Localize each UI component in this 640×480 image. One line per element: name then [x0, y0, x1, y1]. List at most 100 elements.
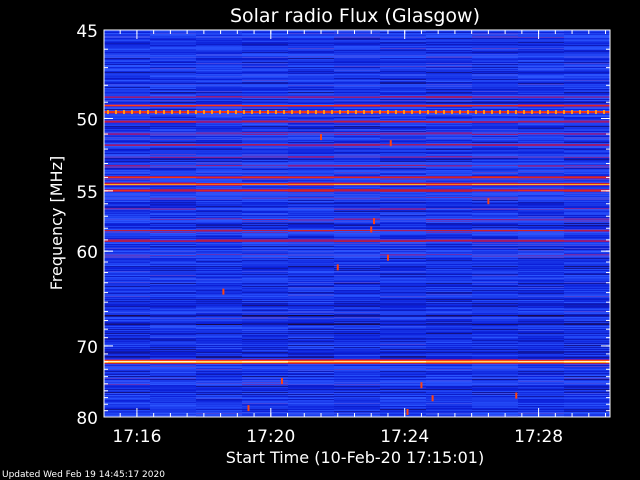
spectrogram-cell	[196, 155, 242, 157]
spectrogram-cell	[380, 302, 426, 304]
spectrogram-cell	[426, 349, 472, 351]
spectrogram-cell	[564, 330, 610, 332]
y-tick-label: 55	[76, 183, 98, 203]
spectrogram-cell	[472, 223, 518, 225]
spectrogram-cell	[426, 98, 472, 100]
spectrogram-cell	[472, 366, 518, 368]
spectrogram-cell	[426, 240, 472, 242]
spectrogram-cell	[242, 395, 288, 397]
spectrogram-cell	[426, 306, 472, 308]
spectrogram-cell	[472, 234, 518, 236]
spectrogram-cell	[104, 121, 150, 123]
spectrogram-cell	[242, 69, 288, 71]
spectrogram-cell	[518, 92, 564, 94]
spectrogram-cell	[426, 329, 472, 331]
spectrogram-cell	[564, 116, 610, 118]
spectrogram-cell	[104, 274, 150, 276]
spectrogram-cell	[196, 319, 242, 321]
spectrogram-cell	[288, 274, 334, 276]
spectrogram-cell	[334, 410, 380, 412]
spectrogram-cell	[104, 174, 150, 176]
spectrogram-cell	[426, 398, 472, 400]
spectrogram-cell	[150, 249, 196, 251]
spectrogram-cell	[426, 163, 472, 165]
spectrogram-cell	[104, 151, 150, 153]
spectrogram-cell	[426, 196, 472, 198]
spectrogram-cell	[150, 115, 196, 117]
spectrogram-cell	[104, 155, 150, 157]
spectrogram-cell	[518, 86, 564, 88]
spectrogram-cell	[150, 156, 196, 158]
spectrogram-cell	[518, 83, 564, 85]
spectrogram-cell	[518, 117, 564, 119]
spectrogram-cell	[150, 304, 196, 306]
spectrogram-cell	[426, 180, 472, 182]
spectrogram-cell	[288, 263, 334, 265]
spectrogram-cell	[564, 253, 610, 255]
spectrogram-cell	[334, 107, 380, 109]
spectrogram-cell	[150, 207, 196, 209]
spectrogram-cell	[564, 34, 610, 36]
spectrogram-cell	[196, 246, 242, 248]
spectrogram-cell	[472, 183, 518, 185]
spectrogram-cell	[242, 352, 288, 354]
spectrogram-cell	[564, 322, 610, 324]
spectrogram-cell	[472, 197, 518, 199]
spectrogram-cell	[104, 200, 150, 202]
spectrogram-cell	[150, 95, 196, 97]
spectrogram-cell	[518, 393, 564, 395]
spectrogram-cell	[334, 212, 380, 214]
spectrogram-cell	[196, 125, 242, 127]
spectrogram-cell	[150, 209, 196, 211]
spectrogram-cell	[242, 216, 288, 218]
spectrogram-cell	[196, 239, 242, 241]
radio-spike	[386, 254, 389, 261]
spectrogram-cell	[242, 221, 288, 223]
spectrogram-cell	[196, 116, 242, 118]
spectrogram-cell	[334, 333, 380, 335]
spectrogram-cell	[472, 206, 518, 208]
spectrogram-cell	[564, 45, 610, 47]
spectrogram-cell	[518, 338, 564, 340]
spectrogram-cell	[472, 413, 518, 415]
spectrogram-cell	[564, 80, 610, 82]
spectrogram-cell	[150, 394, 196, 396]
spectrogram-cell	[150, 162, 196, 164]
spectrogram-cell	[150, 78, 196, 80]
spectrogram-cell	[472, 411, 518, 413]
spectrogram-cell	[518, 369, 564, 371]
spectrogram-cell	[242, 206, 288, 208]
spectrogram-cell	[564, 161, 610, 163]
spectrogram-cell	[518, 378, 564, 380]
spectrogram-cell	[150, 338, 196, 340]
spectrogram-cell	[472, 330, 518, 332]
spectrogram-cell	[288, 69, 334, 71]
spectrogram-cell	[518, 398, 564, 400]
spectrogram-cell	[334, 185, 380, 187]
spectrogram-cell	[196, 36, 242, 38]
spectrogram-cell	[196, 50, 242, 52]
spectrogram-cell	[334, 97, 380, 99]
spectrogram-cell	[472, 385, 518, 387]
spectrogram-cell	[380, 126, 426, 128]
spectrogram-cell	[472, 404, 518, 406]
spectrogram-cell	[472, 298, 518, 300]
spectrogram-cell	[472, 77, 518, 79]
spectrogram-cell	[564, 272, 610, 274]
spectrogram-cell	[564, 293, 610, 295]
spectrogram-cell	[426, 57, 472, 59]
spectrogram-cell	[426, 167, 472, 169]
spectrogram-cell	[334, 69, 380, 71]
spectrogram-cell	[196, 212, 242, 214]
spectrogram-cell	[472, 118, 518, 120]
spectrogram-cell	[518, 340, 564, 342]
spectrogram-cell	[150, 343, 196, 345]
spectrogram-cell	[472, 400, 518, 402]
spectrogram-cell	[564, 335, 610, 337]
spectrogram-cell	[380, 320, 426, 322]
spectrogram-cell	[150, 378, 196, 380]
spectrogram-cell	[380, 361, 426, 363]
spectrogram-cell	[196, 263, 242, 265]
spectrogram-cell	[334, 236, 380, 238]
spectrogram-cell	[288, 299, 334, 301]
